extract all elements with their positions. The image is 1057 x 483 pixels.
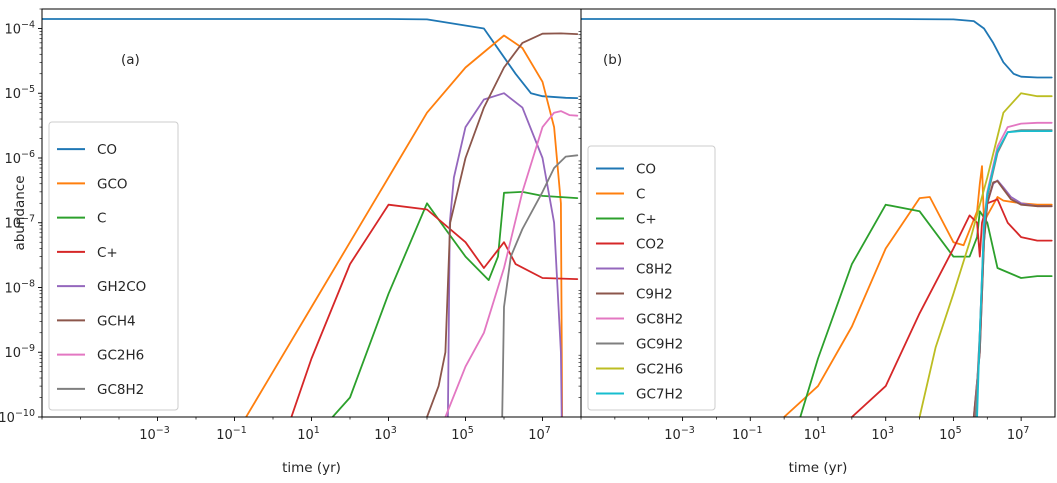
legend-label: C9H2: [636, 287, 673, 303]
y-tick-label: 10−10: [0, 408, 35, 426]
series-line-c: [782, 165, 1053, 417]
legend-label: GC2H6: [97, 348, 144, 364]
series-group: [581, 18, 1053, 417]
x-tick-label: 10−3: [139, 425, 170, 443]
x-tick-label: 101: [804, 425, 827, 443]
series-line-gh2co: [446, 92, 563, 417]
legend-label: GC9H2: [636, 337, 683, 353]
series-line-gco: [245, 34, 564, 417]
series-line-gc9h2: [974, 129, 1053, 417]
x-tick-label: 103: [871, 425, 894, 443]
legend-label: GCO: [97, 176, 128, 192]
y-tick-label: 10−4: [4, 19, 35, 37]
legend: CO GCO C C+ GH2CO GCH4 GC2H6 GC8H2: [48, 121, 179, 411]
series-line-c+: [799, 203, 1053, 417]
legend-label: CO: [97, 142, 117, 158]
y-tick-label: 10−5: [4, 84, 35, 102]
legend-label: CO2: [636, 237, 665, 253]
y-tick-label: 10−8: [4, 278, 35, 296]
y-tick-label: 10−7: [4, 214, 35, 232]
legend-label: GH2CO: [97, 279, 146, 295]
legend-label: GC7H2: [636, 387, 683, 403]
x-tick-label: 103: [374, 425, 397, 443]
series-line-gch4: [426, 32, 579, 417]
x-tick-label: 101: [297, 425, 320, 443]
series-line-gc2h6: [444, 110, 579, 417]
plot-frame: [580, 8, 1056, 418]
y-axis-label: abundance: [12, 175, 28, 250]
series-group: [42, 18, 579, 417]
x-tick-label: 107: [528, 425, 551, 443]
legend-label: C8H2: [636, 262, 673, 278]
legend-label: CO: [636, 162, 656, 178]
panel-label: (b): [603, 52, 622, 68]
series-line-gc8h2: [501, 154, 579, 417]
series-line-co: [581, 18, 1053, 79]
x-axis-label: time (yr): [282, 460, 341, 476]
x-tick-label: 10−3: [664, 425, 695, 443]
series-line-c: [331, 190, 579, 417]
x-tick-label: 10−1: [216, 425, 247, 443]
series-line-c+: [290, 203, 579, 417]
series-line-co2: [851, 198, 1053, 417]
x-tick-label: 105: [451, 425, 474, 443]
x-tick-label: 10−1: [732, 425, 763, 443]
x-axis-label: time (yr): [789, 460, 848, 476]
legend-label: C: [636, 187, 645, 203]
panel-b: 10−3 10−1 101 103 105 107 time (yr) (b) CO C C+ CO2…: [578, 8, 1056, 476]
series-line-gc8h2: [974, 121, 1053, 417]
x-tick-label: 105: [939, 425, 962, 443]
legend-label: GC2H6: [636, 362, 683, 378]
x-tick-label: 107: [1007, 425, 1030, 443]
legend-label: GCH4: [97, 313, 136, 329]
panel-label: (a): [121, 52, 140, 68]
y-tick-label: 10−6: [4, 149, 35, 167]
series-line-gc7h2: [976, 130, 1053, 417]
series-line-gc2h6: [918, 92, 1053, 417]
panel-a: 10−3 10−1 101 103 105 107 10−10 10−9 10−8 10−7 10−…: [0, 8, 582, 476]
legend-box: [48, 121, 179, 411]
legend-label: C+: [636, 212, 657, 228]
legend-label: C: [97, 211, 106, 227]
series-line-co: [42, 18, 579, 99]
legend-label: GC8H2: [636, 312, 683, 328]
legend-label: C+: [97, 245, 118, 261]
y-tick-label: 10−9: [4, 343, 35, 361]
legend: CO C C+ CO2 C8H2 C9H2 GC8H2 GC9H2 GC2H6 GC7H2: [587, 145, 716, 411]
legend-label: GC8H2: [97, 382, 144, 398]
